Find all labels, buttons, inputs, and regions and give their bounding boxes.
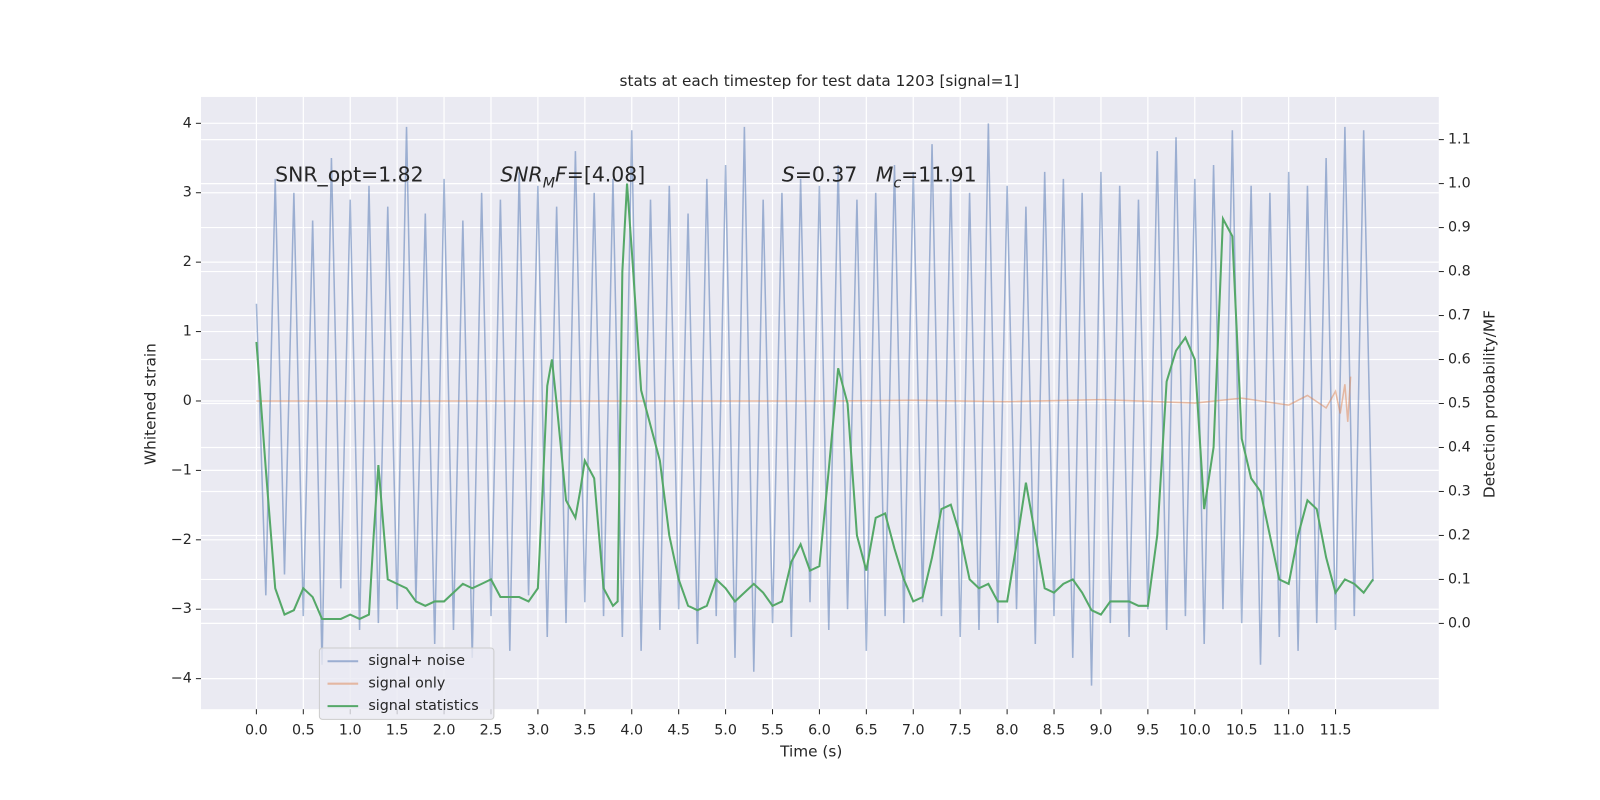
annotation-part: c <box>893 175 901 191</box>
x-tick-label: 10.5 <box>1226 723 1258 739</box>
x-tick-label: 3.5 <box>573 723 596 739</box>
y2-tick-label: 0.8 <box>1448 264 1471 280</box>
x-tick-label: 11.5 <box>1320 723 1352 739</box>
x-tick-label: 6.0 <box>808 723 831 739</box>
x-tick-label: 7.0 <box>902 723 925 739</box>
labels: 0.0 0.5 1.0 1.5 2.0 2.5 3.0 3.5 4.0 4.5 5.0 5.5 6.0 6… <box>171 115 1471 738</box>
y-tick-label: 3 <box>183 185 192 201</box>
y2-tick-label: 0.7 <box>1448 308 1471 324</box>
y-tick-label: 1 <box>183 324 192 340</box>
y-tick-label: 2 <box>183 254 192 270</box>
y2-tick-label: 0.5 <box>1448 396 1471 412</box>
legend-label: signal+ noise <box>368 653 465 669</box>
x-tick-label: 1.0 <box>339 723 362 739</box>
annotation: SNR_opt=1.82 <box>275 162 423 187</box>
x-tick-label: 2.5 <box>480 723 503 739</box>
y2-tick-label: 0.4 <box>1448 439 1471 455</box>
y-tick-label: 4 <box>183 115 192 131</box>
x-tick-label: 8.0 <box>996 723 1019 739</box>
series-line <box>256 376 1352 422</box>
annotation-part: =[4.08] <box>567 162 645 186</box>
legend-label: signal statistics <box>368 698 478 714</box>
annotation-part: M <box>876 162 894 186</box>
x-tick-label: 5.5 <box>761 723 784 739</box>
x-tick-label: 8.5 <box>1043 723 1066 739</box>
annotation-part: SNR <box>500 162 542 186</box>
marks <box>255 123 1374 686</box>
x-tick-label: 5.0 <box>714 723 737 739</box>
y2-axis-label: Detection probability/MF <box>1480 310 1498 498</box>
annotation-part: F <box>555 162 567 186</box>
series-line <box>255 183 1374 621</box>
y-axis-label: Whitened strain <box>142 343 160 465</box>
annotation: SNRMF=[4.08] <box>500 162 645 191</box>
x-tick-label: 7.5 <box>949 723 972 739</box>
series-line <box>255 123 1374 686</box>
x-tick-label: 1.5 <box>386 723 409 739</box>
annotation-part: =11.91 <box>901 162 976 186</box>
y-tick-label: −3 <box>171 601 192 617</box>
y2-tick-label: 0.6 <box>1448 352 1471 368</box>
y-tick-label: −2 <box>171 532 192 548</box>
x-tick-label: 10.0 <box>1179 723 1211 739</box>
chart-title: stats at each timestep for test data 120… <box>620 72 1020 90</box>
y2-tick-label: 0.1 <box>1448 571 1471 587</box>
annotation-part: =0.37 <box>795 162 858 186</box>
legend-label: signal only <box>368 676 445 692</box>
y-tick-label: −4 <box>171 671 192 687</box>
x-tick-label: 2.0 <box>433 723 456 739</box>
x-tick-label: 4.5 <box>667 723 690 739</box>
annotation-part: M <box>543 175 555 191</box>
legend-box <box>318 647 495 720</box>
annotation: S=0.37 <box>782 162 857 186</box>
y2-tick-label: 1.0 <box>1448 176 1471 192</box>
annotation: Mc=11.91 <box>876 162 977 191</box>
y-tick-label: 0 <box>183 393 192 409</box>
annotation-part: S <box>782 162 795 186</box>
x-tick-label: 0.0 <box>245 723 268 739</box>
y2-tick-label: 0.3 <box>1448 483 1471 499</box>
x-tick-label: 9.0 <box>1090 723 1113 739</box>
x-axis-label: Time (s) <box>779 743 842 761</box>
y2-tick-label: 0.9 <box>1448 220 1471 236</box>
annotation-part: SNR_opt=1.82 <box>275 162 423 187</box>
x-tick-label: 0.5 <box>292 723 315 739</box>
x-tick-label: 4.0 <box>620 723 643 739</box>
x-tick-label: 11.0 <box>1273 723 1305 739</box>
y2-tick-label: 1.1 <box>1448 132 1471 148</box>
y-tick-label: −1 <box>171 462 192 478</box>
x-tick-label: 3.0 <box>527 723 550 739</box>
legend: signal+ noise signal only signal statistic… <box>318 647 495 720</box>
y2-tick-label: 0.0 <box>1448 615 1471 631</box>
x-tick-label: 6.5 <box>855 723 878 739</box>
y2-tick-label: 0.2 <box>1448 527 1471 543</box>
x-tick-label: 9.5 <box>1137 723 1160 739</box>
